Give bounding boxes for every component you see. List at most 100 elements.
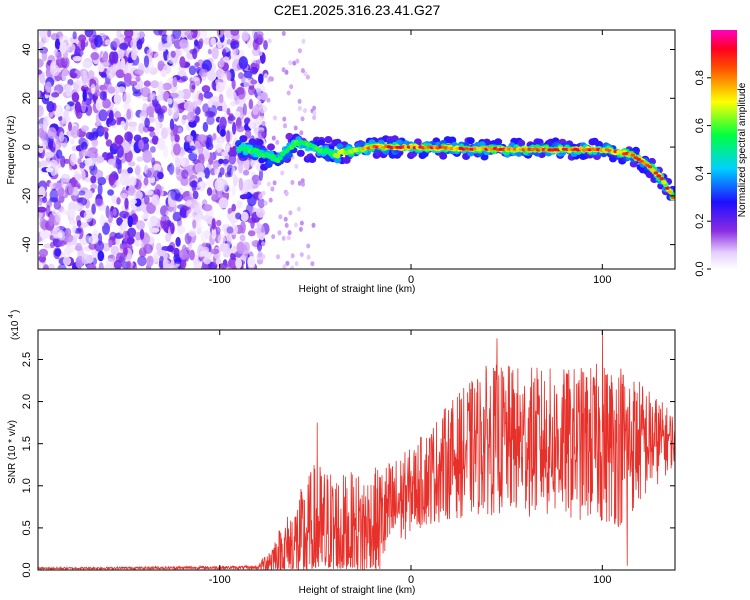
spectrogram-noise-blob bbox=[75, 242, 82, 251]
spectrogram-noise-blob bbox=[188, 152, 198, 162]
spectrogram-noise-blob bbox=[297, 105, 302, 111]
spectrogram-noise-blob bbox=[236, 241, 245, 254]
spectrogram-noise-blob bbox=[206, 187, 213, 196]
spectrogram-noise-blob bbox=[127, 167, 133, 174]
spectrogram-noise-blob bbox=[53, 200, 61, 210]
spectrogram-noise-blob bbox=[149, 227, 160, 233]
spectrogram-signal-cell bbox=[255, 138, 264, 146]
spectrogram-noise-blob bbox=[70, 138, 75, 145]
spectrogram-noise-blob bbox=[293, 222, 298, 228]
spectrogram-noise-blob bbox=[126, 260, 132, 269]
spectrogram-noise-blob bbox=[214, 178, 224, 192]
spectrogram-noise-blob bbox=[82, 70, 87, 79]
spectrogram-noise-blob bbox=[153, 30, 163, 36]
spectrogram-noise-blob bbox=[43, 264, 49, 269]
spectrogram-noise-blob bbox=[39, 30, 48, 39]
spectrogram-noise-blob bbox=[231, 203, 236, 212]
spectrogram-noise-blob bbox=[51, 208, 57, 216]
spectrogram-noise-blob bbox=[247, 256, 256, 268]
spectrogram-noise-blob bbox=[288, 60, 293, 66]
spectrogram-noise-blob bbox=[140, 109, 147, 117]
spectrogram-noise-blob bbox=[123, 247, 128, 256]
spectrogram-noise-blob bbox=[197, 134, 207, 143]
spectrogram-noise-blob bbox=[226, 226, 234, 234]
spectrogram-noise-blob bbox=[113, 259, 122, 269]
spectrogram-noise-blob bbox=[266, 97, 271, 103]
spectrogram-noise-blob bbox=[114, 111, 122, 120]
spectrogram-noise-blob bbox=[124, 131, 133, 142]
spectrogram-noise-blob bbox=[146, 202, 156, 214]
spectrogram-noise-blob bbox=[301, 38, 306, 44]
spectrogram-signal-peak bbox=[639, 159, 644, 163]
spectrogram-noise-blob bbox=[126, 109, 132, 120]
spectrogram-noise-blob bbox=[198, 38, 204, 46]
spectrogram-noise-blob bbox=[166, 35, 172, 43]
spectrogram-noise-blob bbox=[293, 125, 298, 131]
spectrogram-noise-blob bbox=[168, 92, 179, 99]
spectrogram-noise-blob bbox=[181, 169, 189, 180]
spectrogram-noise-blob bbox=[55, 211, 62, 223]
spectrogram-noise-blob bbox=[136, 30, 145, 39]
spectrogram-noise-blob bbox=[211, 46, 219, 60]
spectrogram-noise-blob bbox=[63, 110, 69, 119]
spectrogram-noise-blob bbox=[300, 116, 305, 122]
spectrogram-noise-blob bbox=[257, 95, 262, 101]
spectrogram-noise-blob bbox=[220, 128, 226, 137]
spectrogram-noise-blob bbox=[59, 131, 65, 142]
spectrogram-noise-blob bbox=[101, 98, 111, 109]
spectrogram-noise-blob bbox=[107, 158, 116, 165]
spectrogram-noise-blob bbox=[217, 233, 226, 245]
spectrogram-noise-blob bbox=[212, 162, 219, 171]
spectrogram-noise-blob bbox=[70, 125, 80, 139]
spectrogram-noise-blob bbox=[260, 235, 264, 241]
spectrogram-noise-blob bbox=[284, 191, 289, 197]
spectrogram-noise-blob bbox=[263, 40, 268, 50]
spectrogram-axes-frame bbox=[37, 29, 676, 270]
spectrogram-noise-blob bbox=[38, 197, 43, 206]
spectrogram-noise-blob bbox=[231, 78, 236, 90]
spectrogram-noise-blob bbox=[241, 77, 246, 84]
spectrogram-x-tick-label: 0 bbox=[408, 274, 414, 286]
spectrogram-noise-blob bbox=[57, 186, 65, 197]
spectrogram-noise-blob bbox=[235, 212, 242, 220]
spectrogram-noise-blob bbox=[88, 242, 97, 250]
spectrogram-noise-blob bbox=[81, 78, 90, 88]
spectrogram-noise-blob bbox=[105, 139, 113, 147]
spectrogram-noise-blob bbox=[234, 111, 241, 117]
spectrogram-noise-blob bbox=[258, 193, 263, 200]
snr-y-tick-label: 2.5 bbox=[21, 352, 33, 367]
spectrogram-signal-cell bbox=[335, 153, 341, 159]
spectrogram-noise-blob bbox=[176, 225, 186, 235]
spectrogram-noise-blob bbox=[179, 156, 186, 166]
spectrogram-noise-blob bbox=[257, 250, 263, 258]
spectrogram-noise-blob bbox=[120, 192, 127, 201]
spectrogram-noise-blob bbox=[290, 253, 295, 259]
spectrogram-noise-blob bbox=[199, 30, 208, 39]
spectrogram-noise-blob bbox=[197, 144, 204, 155]
spectrogram-noise-blob bbox=[235, 125, 245, 133]
spectrogram-noise-blob bbox=[188, 145, 196, 151]
spectrogram-y-ticks: -40 -20 0 20 40 bbox=[21, 43, 675, 253]
snr-y-ticks: 0.0 0.5 1.0 1.5 2.0 2.5 bbox=[21, 352, 675, 578]
spectrogram-noise-blob bbox=[142, 149, 152, 163]
spectrogram-noise-blob bbox=[188, 65, 197, 76]
spectrogram-noise-blob bbox=[216, 219, 222, 227]
spectrogram-noise-blob bbox=[216, 105, 224, 111]
spectrogram-noise-blob bbox=[162, 82, 172, 91]
spectrogram-noise-blob bbox=[89, 165, 96, 171]
spectrogram-noise-blob bbox=[256, 222, 261, 228]
spectrogram-signal-cell bbox=[439, 152, 448, 160]
spectrogram-signal-cell bbox=[277, 155, 283, 161]
spectrogram-noise-blob bbox=[162, 145, 169, 159]
spectrogram-noise-blob bbox=[170, 50, 176, 58]
spectrogram-noise-blob bbox=[260, 227, 265, 233]
spectrogram-signal-peak bbox=[653, 171, 659, 175]
spectrogram-noise-blob bbox=[143, 80, 151, 87]
spectrogram-noise-blob bbox=[284, 69, 289, 75]
spectrogram-noise-blob bbox=[295, 58, 300, 64]
spectrogram-noise-blob bbox=[99, 84, 106, 91]
spectrogram-noise-blob bbox=[226, 71, 232, 81]
snr-scale-label: (x10 4 ) bbox=[8, 310, 21, 340]
spectrogram-noise-blob bbox=[90, 175, 97, 184]
spectrogram-noise-blob bbox=[198, 68, 209, 78]
